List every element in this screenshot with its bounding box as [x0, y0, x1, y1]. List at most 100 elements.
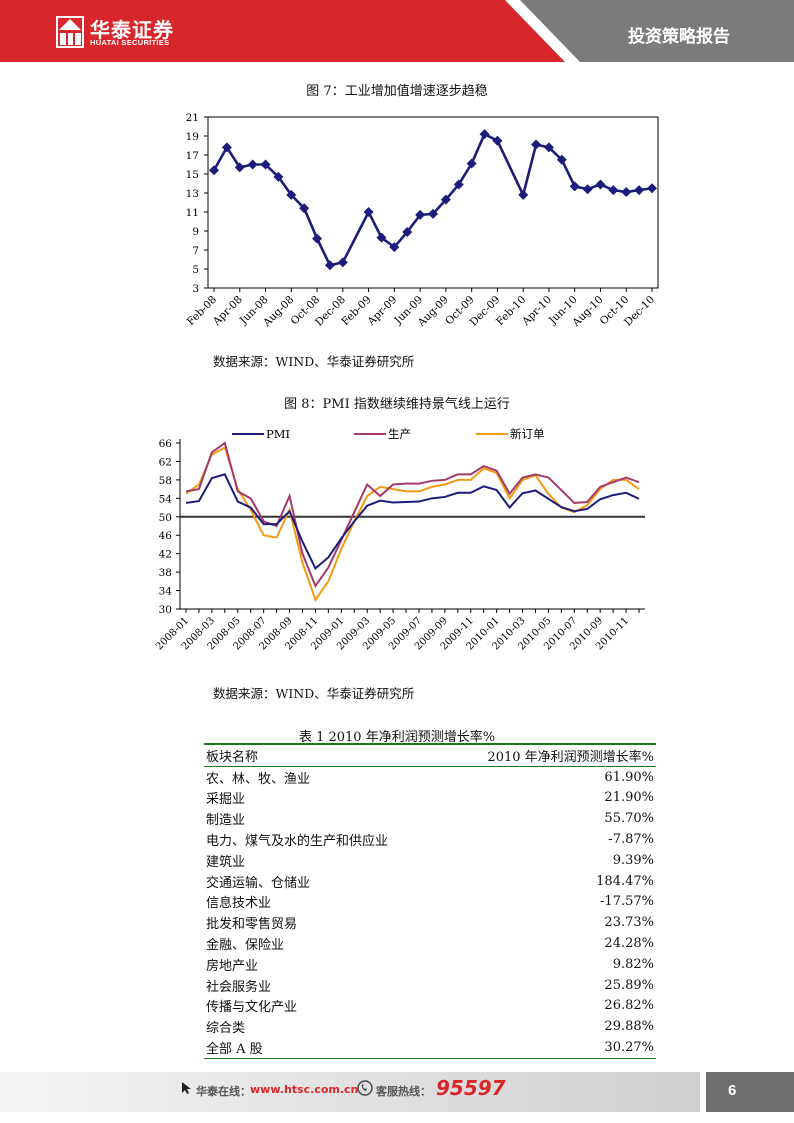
- data-point: [647, 183, 657, 194]
- data-point: [389, 242, 400, 253]
- table-row: 金融、保险业 24.28%: [204, 933, 656, 954]
- website-label: 华泰在线：: [196, 1085, 251, 1098]
- y-tick-label: 54: [159, 493, 173, 505]
- cursor-icon: [182, 1082, 191, 1094]
- figure7-source: 数据来源：WIND、华泰证券研究所: [213, 354, 415, 369]
- brand-name: 华泰证券: [90, 18, 174, 42]
- figure7-chart: 3579111315171921Feb-08Apr-08Jun-08Aug-08…: [185, 112, 659, 330]
- phone-icon: [357, 1080, 373, 1096]
- data-point: [634, 185, 645, 196]
- y-tick-label: 66: [159, 438, 173, 450]
- growth-value: 23.73%: [604, 915, 654, 931]
- table-row: 社会服务业 25.89%: [204, 975, 656, 996]
- hotline-label: 客服热线：: [376, 1085, 431, 1098]
- table-row: 房地产业 9.82%: [204, 954, 656, 975]
- y-tick-label: 21: [186, 112, 199, 124]
- sector-name: 批发和零售贸易: [206, 917, 298, 933]
- y-tick-label: 42: [159, 549, 172, 561]
- y-tick-label: 50: [159, 512, 172, 524]
- y-tick-label: 38: [159, 567, 172, 579]
- sector-name: 社会服务业: [206, 979, 272, 995]
- data-point: [363, 207, 374, 217]
- table1: 板块名称 2010 年净利润预测增长率% 农、林、牧、渔业 61.90% 采掘业 2…: [204, 743, 656, 1059]
- table-row: 全部 A 股 30.27%: [204, 1037, 656, 1059]
- data-point: [324, 260, 335, 271]
- sector-name: 金融、保险业: [206, 938, 285, 954]
- growth-value: 184.47%: [596, 873, 654, 889]
- data-point: [543, 142, 554, 153]
- data-point: [376, 232, 387, 243]
- growth-value: 55.70%: [604, 811, 654, 827]
- data-point: [595, 179, 606, 190]
- figure8-caption: 图 8：PMI 指数继续维持景气线上运行: [284, 397, 510, 412]
- table-row: 批发和零售贸易 23.73%: [204, 912, 656, 933]
- series-line: [212, 132, 653, 267]
- data-point: [221, 142, 232, 153]
- growth-value: -17.57%: [600, 894, 654, 910]
- series-line: [185, 446, 640, 602]
- hotline-number: 95597: [436, 1076, 506, 1100]
- data-point: [453, 179, 464, 190]
- data-point: [234, 162, 245, 173]
- data-point: [569, 181, 580, 192]
- table-row: 综合类 29.88%: [204, 1016, 656, 1037]
- growth-value: 61.90%: [604, 769, 654, 785]
- figure8-chart: 303438424650545862662008-012008-032008-0…: [154, 427, 645, 653]
- legend-label: 生产: [388, 427, 411, 441]
- table-row: 采掘业 21.90%: [204, 788, 656, 809]
- col-growth-header: 2010 年净利润预测增长率%: [487, 749, 654, 765]
- sector-name: 信息技术业: [206, 896, 272, 912]
- y-tick-label: 13: [186, 188, 199, 200]
- sector-name: 农、林、牧、渔业: [206, 771, 311, 787]
- data-point: [479, 129, 490, 140]
- data-point: [428, 208, 438, 219]
- sector-name: 房地产业: [206, 958, 259, 974]
- y-tick-label: 15: [186, 169, 199, 181]
- table-header-row: 板块名称 2010 年净利润预测增长率%: [204, 744, 656, 767]
- growth-value: 24.28%: [604, 936, 654, 952]
- data-point: [337, 257, 348, 268]
- y-tick-label: 62: [159, 456, 172, 468]
- y-tick-label: 34: [159, 586, 173, 598]
- data-point: [531, 139, 542, 150]
- legend-label: PMI: [266, 427, 290, 441]
- sector-name: 采掘业: [206, 792, 246, 808]
- growth-value: -7.87%: [608, 832, 654, 848]
- sector-name: 全部 A 股: [206, 1042, 263, 1058]
- growth-value: 29.88%: [604, 1019, 654, 1035]
- y-tick-label: 46: [159, 530, 173, 542]
- header-bar: [0, 0, 794, 62]
- table1-caption: 表 1 2010 年净利润预测增长率%: [298, 730, 496, 745]
- growth-value: 30.27%: [604, 1040, 654, 1056]
- footer-bar: [0, 1072, 794, 1112]
- y-tick-label: 3: [192, 283, 199, 295]
- figure8-source: 数据来源：WIND、华泰证券研究所: [213, 686, 415, 701]
- y-tick-label: 9: [192, 226, 199, 238]
- data-point: [492, 135, 503, 146]
- data-point: [260, 159, 271, 170]
- table-row: 交通运输、仓储业 184.47%: [204, 871, 656, 892]
- y-tick-label: 17: [186, 150, 199, 162]
- growth-value: 25.89%: [604, 977, 654, 993]
- y-tick-label: 58: [159, 475, 172, 487]
- plot-frame: [207, 116, 659, 289]
- data-point: [286, 189, 297, 200]
- growth-value: 26.82%: [604, 998, 654, 1014]
- table-row: 传播与文化产业 26.82%: [204, 996, 656, 1017]
- data-point: [466, 158, 477, 169]
- y-tick-label: 5: [192, 264, 199, 276]
- data-point: [209, 165, 219, 176]
- table-row: 信息技术业 -17.57%: [204, 892, 656, 913]
- y-tick-label: 19: [186, 131, 199, 143]
- data-point: [312, 233, 323, 244]
- data-point: [415, 209, 426, 220]
- series-line: [185, 473, 640, 571]
- data-point: [621, 187, 632, 198]
- growth-value: 21.90%: [604, 790, 654, 806]
- sector-name: 交通运输、仓储业: [206, 875, 311, 891]
- data-point: [518, 189, 529, 200]
- data-point: [402, 226, 413, 237]
- sector-name: 传播与文化产业: [206, 1000, 298, 1016]
- brand-name-en: HUATAI SECURITIES: [90, 38, 170, 47]
- website-link[interactable]: www.htsc.com.cn: [250, 1083, 359, 1096]
